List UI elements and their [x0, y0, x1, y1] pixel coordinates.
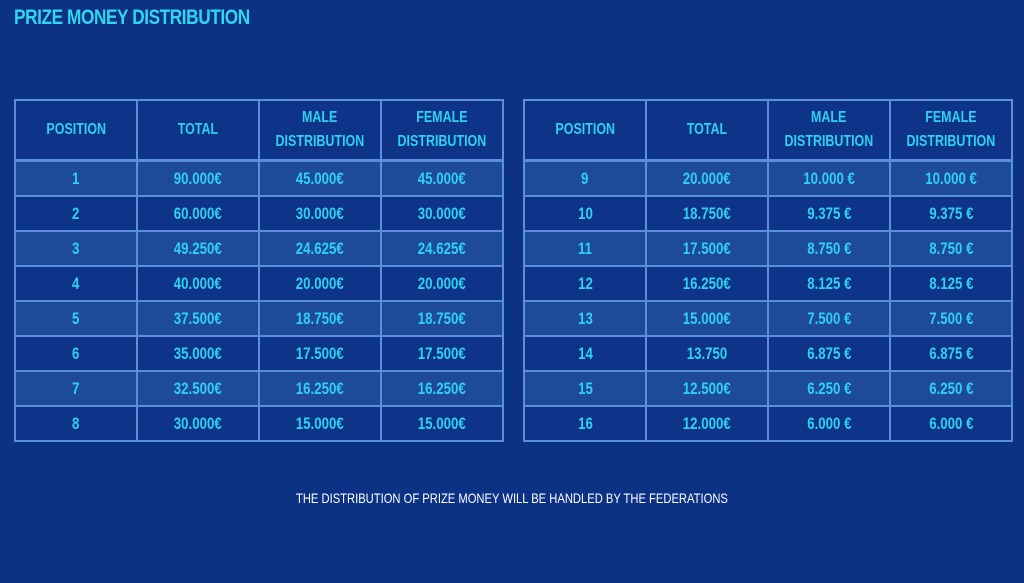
column-header-total: TOTAL	[136, 99, 260, 162]
table-row: 8 30.000€ 15.000€ 15.000€	[14, 405, 504, 442]
prize-table-positions-9-16: POSITION TOTAL MALE DISTRIBUTION FEMALE DI…	[523, 99, 1013, 442]
cell-female: 24.625€	[380, 230, 504, 267]
cell-total: 35.000€	[136, 335, 260, 372]
column-header-male-distribution: MALE DISTRIBUTION	[258, 99, 382, 162]
column-header-male-distribution: MALE DISTRIBUTION	[767, 99, 891, 162]
table-header-row: POSITION TOTAL MALE DISTRIBUTION FEMALE DI…	[14, 99, 504, 162]
cell-position: 13	[523, 300, 647, 337]
cell-male: 24.625€	[258, 230, 382, 267]
table-row: 4 40.000€ 20.000€ 20.000€	[14, 265, 504, 302]
cell-male: 6.250 €	[767, 370, 891, 407]
cell-total: 20.000€	[645, 159, 769, 197]
cell-position: 14	[523, 335, 647, 372]
cell-position: 6	[14, 335, 138, 372]
cell-male: 6.875 €	[767, 335, 891, 372]
prize-table-positions-1-8: POSITION TOTAL MALE DISTRIBUTION FEMALE DI…	[14, 99, 504, 442]
cell-position: 2	[14, 195, 138, 232]
cell-male: 30.000€	[258, 195, 382, 232]
table-row: 13 15.000€ 7.500 €7.500 €	[523, 300, 1013, 337]
cell-total: 16.250€	[645, 265, 769, 302]
cell-position: 5	[14, 300, 138, 337]
table-row: 10 18.750€ 9.375 €9.375 €	[523, 195, 1013, 232]
cell-male: 8.125 €	[767, 265, 891, 302]
cell-female: 9.375 €	[889, 195, 1013, 232]
cell-female: 45.000€	[380, 159, 504, 197]
table-row: 6 35.000€ 17.500€ 17.500€	[14, 335, 504, 372]
cell-position: 12	[523, 265, 647, 302]
column-header-female-distribution: FEMALE DISTRIBUTION	[380, 99, 504, 162]
cell-total: 15.000€	[645, 300, 769, 337]
cell-female: 20.000€	[380, 265, 504, 302]
cell-male: 15.000€	[258, 405, 382, 442]
cell-male: 45.000€	[258, 159, 382, 197]
cell-total: 40.000€	[136, 265, 260, 302]
table-header-row: POSITION TOTAL MALE DISTRIBUTION FEMALE DI…	[523, 99, 1013, 162]
cell-male: 17.500€	[258, 335, 382, 372]
cell-female: 10.000 €	[889, 159, 1013, 197]
cell-female: 15.000€	[380, 405, 504, 442]
cell-position: 3	[14, 230, 138, 267]
cell-total: 49.250€	[136, 230, 260, 267]
table-row: 16 12.000€ 6.000 €6.000 €	[523, 405, 1013, 442]
cell-male: 7.500 €	[767, 300, 891, 337]
cell-female: 6.875 €	[889, 335, 1013, 372]
cell-female: 30.000€	[380, 195, 504, 232]
cell-total: 90.000€	[136, 159, 260, 197]
cell-male: 20.000€	[258, 265, 382, 302]
cell-female: 16.250€	[380, 370, 504, 407]
cell-female: 18.750€	[380, 300, 504, 337]
table-row: 11 17.500€ 8.750 €8.750 €	[523, 230, 1013, 267]
table-row: 15 12.500€ 6.250 €6.250 €	[523, 370, 1013, 407]
cell-female: 8.750 €	[889, 230, 1013, 267]
cell-male: 16.250€	[258, 370, 382, 407]
cell-male: 18.750€	[258, 300, 382, 337]
cell-position: 8	[14, 405, 138, 442]
cell-male: 8.750 €	[767, 230, 891, 267]
cell-position: 4	[14, 265, 138, 302]
cell-female: 17.500€	[380, 335, 504, 372]
cell-male: 6.000 €	[767, 405, 891, 442]
cell-position: 7	[14, 370, 138, 407]
cell-total: 12.000€	[645, 405, 769, 442]
column-header-position: POSITION	[523, 99, 647, 162]
table-row: 7 32.500€ 16.250€ 16.250€	[14, 370, 504, 407]
table-row: 9 20.000€ 10.000 €10.000 €	[523, 159, 1013, 197]
cell-total: 60.000€	[136, 195, 260, 232]
table-row: 14 13.750 6.875 €6.875 €	[523, 335, 1013, 372]
column-header-position: POSITION	[14, 99, 138, 162]
table-row: 12 16.250€ 8.125 €8.125 €	[523, 265, 1013, 302]
cell-total: 12.500€	[645, 370, 769, 407]
page-title: PRIZE MONEY DISTRIBUTION	[14, 6, 250, 29]
cell-position: 10	[523, 195, 647, 232]
cell-female: 7.500 €	[889, 300, 1013, 337]
cell-male: 9.375 €	[767, 195, 891, 232]
cell-total: 30.000€	[136, 405, 260, 442]
cell-total: 13.750	[645, 335, 769, 372]
cell-male: 10.000 €	[767, 159, 891, 197]
footnote: THE DISTRIBUTION OF PRIZE MONEY WILL BE …	[296, 490, 728, 506]
column-header-total: TOTAL	[645, 99, 769, 162]
cell-total: 18.750€	[645, 195, 769, 232]
cell-position: 1	[14, 159, 138, 197]
cell-position: 16	[523, 405, 647, 442]
cell-total: 37.500€	[136, 300, 260, 337]
cell-female: 6.250 €	[889, 370, 1013, 407]
cell-female: 8.125 €	[889, 265, 1013, 302]
cell-position: 9	[523, 159, 647, 197]
table-row: 3 49.250€ 24.625€ 24.625€	[14, 230, 504, 267]
table-row: 5 37.500€ 18.750€ 18.750€	[14, 300, 504, 337]
column-header-female-distribution: FEMALE DISTRIBUTION	[889, 99, 1013, 162]
cell-total: 17.500€	[645, 230, 769, 267]
cell-total: 32.500€	[136, 370, 260, 407]
cell-position: 11	[523, 230, 647, 267]
table-row: 1 90.000€ 45.000€ 45.000€	[14, 159, 504, 197]
cell-female: 6.000 €	[889, 405, 1013, 442]
cell-position: 15	[523, 370, 647, 407]
table-row: 2 60.000€ 30.000€ 30.000€	[14, 195, 504, 232]
